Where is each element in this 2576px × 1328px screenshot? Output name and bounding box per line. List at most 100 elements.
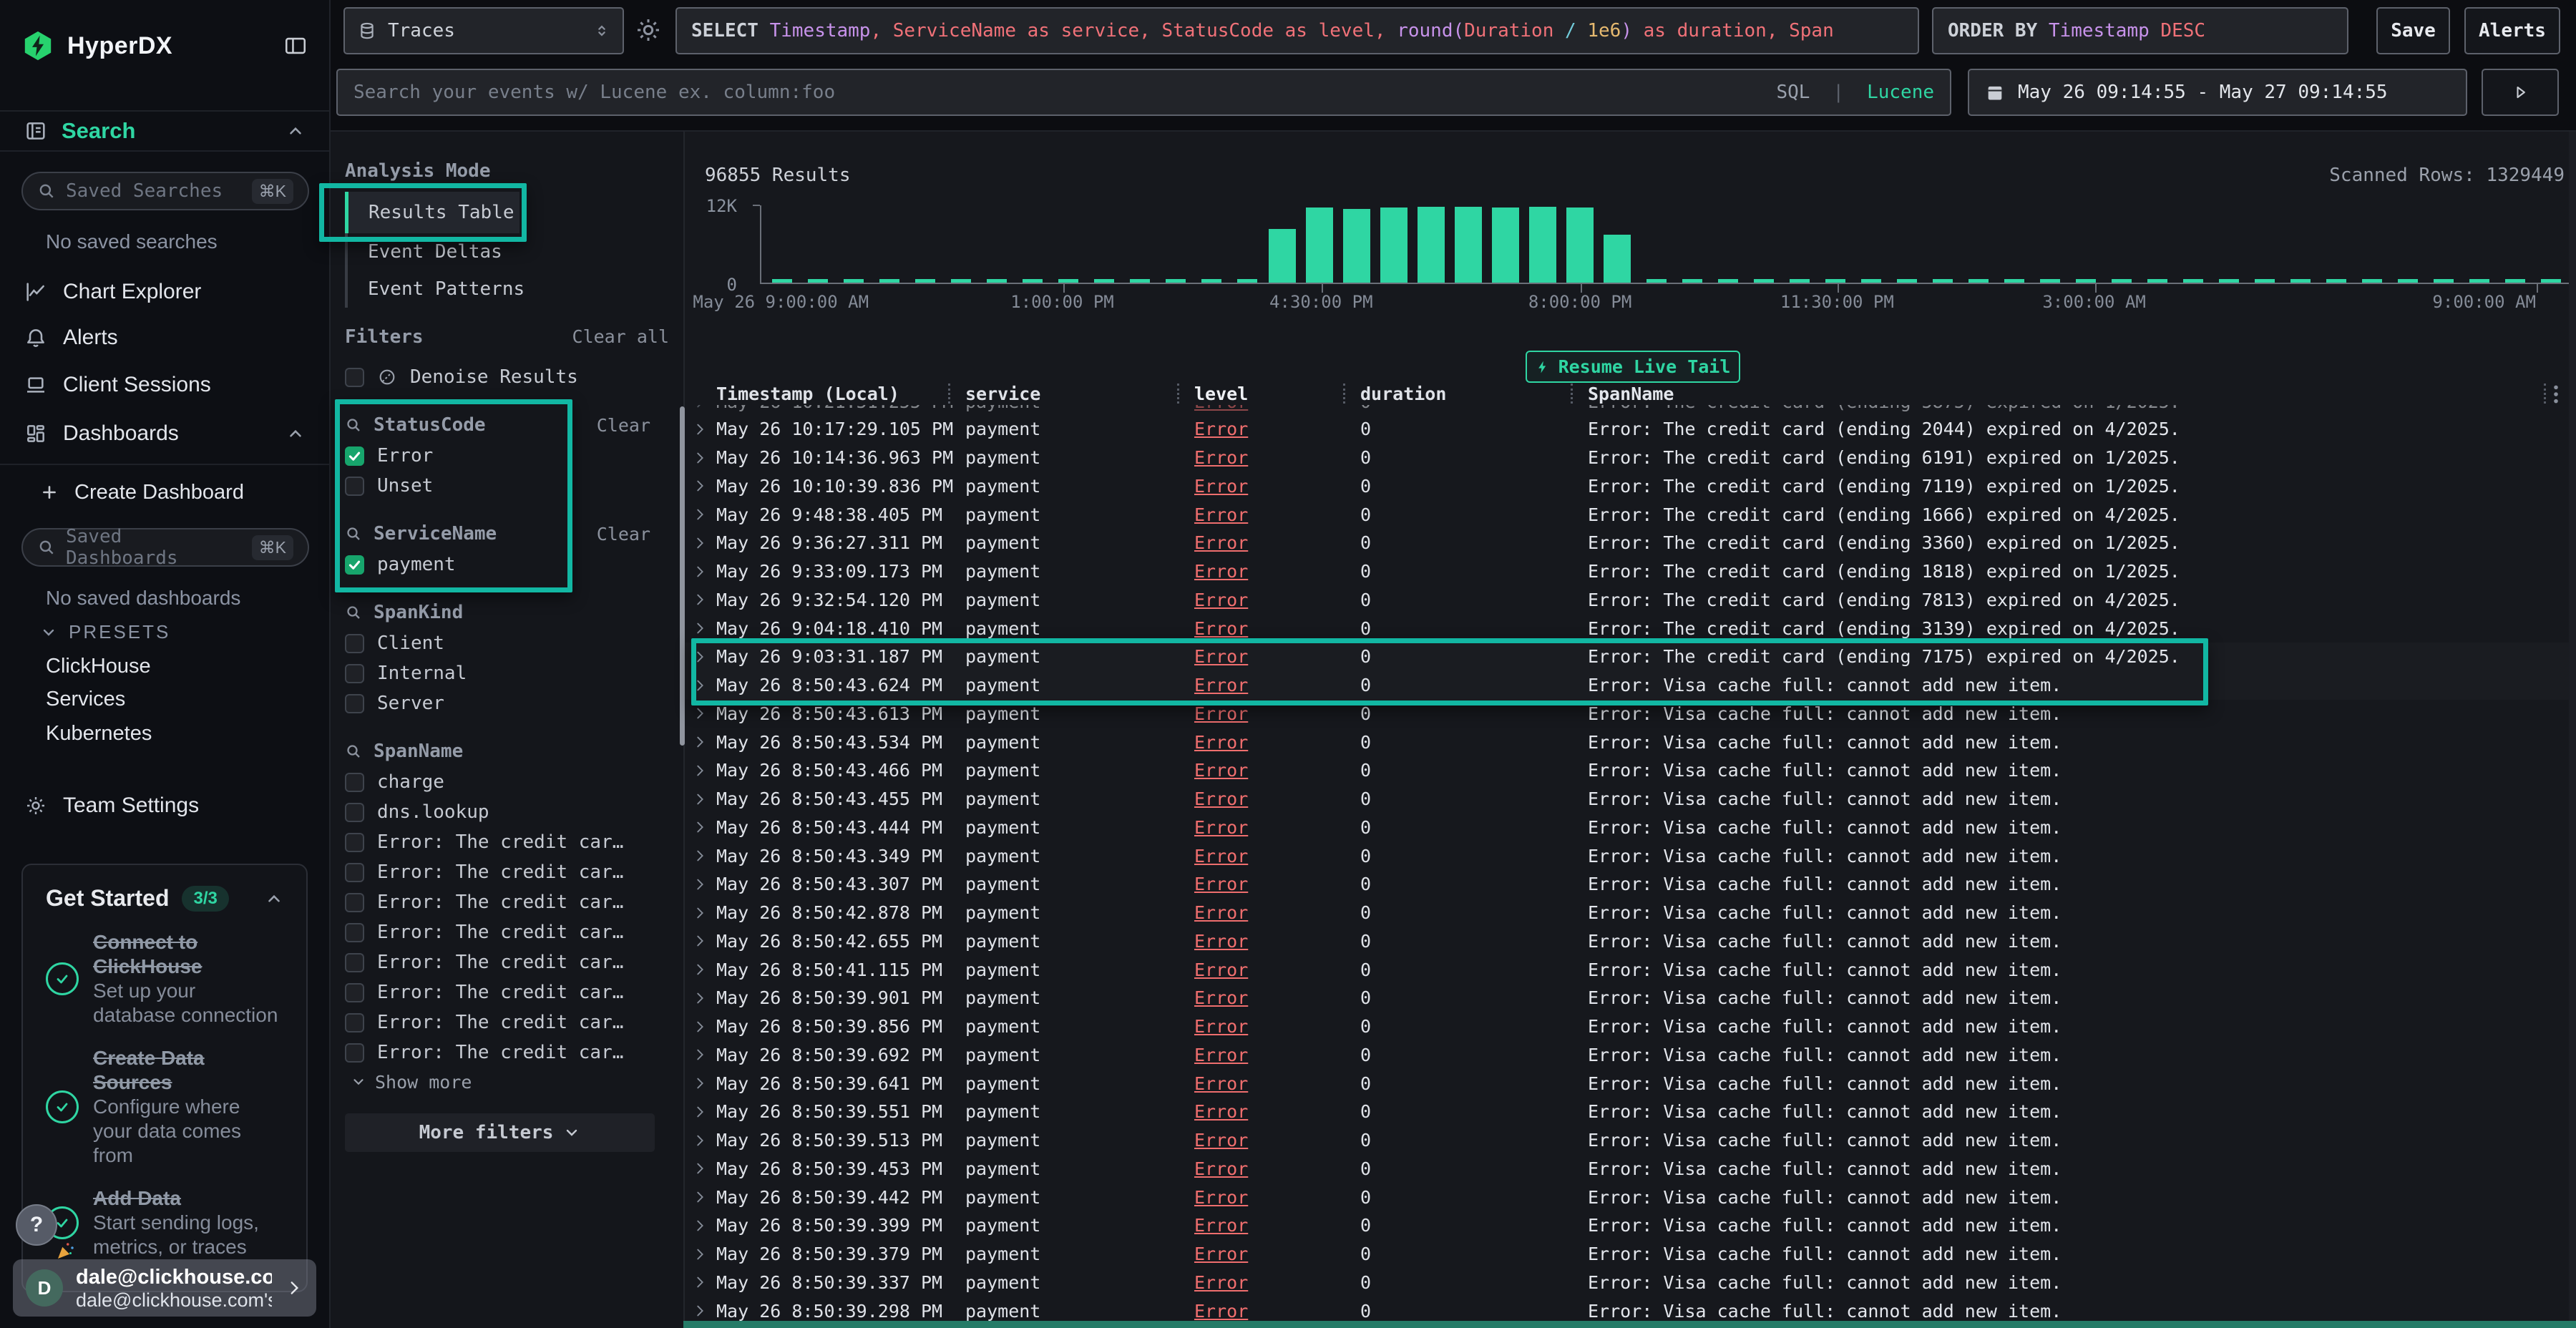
column-resize-handle[interactable] bbox=[2544, 384, 2546, 404]
histogram-bar[interactable] bbox=[1417, 207, 1445, 283]
histogram-bar[interactable] bbox=[1305, 208, 1333, 283]
filter-option[interactable]: Error: The credit card … bbox=[345, 887, 655, 917]
expand-row-chevron[interactable] bbox=[692, 848, 716, 864]
table-row[interactable]: May 26 10:17:29.105 PM payment Error 0 Error… bbox=[683, 415, 2576, 444]
expand-row-chevron[interactable] bbox=[692, 1189, 716, 1205]
expand-row-chevron[interactable] bbox=[692, 450, 716, 466]
sidebar-item-dashboards[interactable]: Dashboards bbox=[0, 418, 329, 449]
checkbox[interactable] bbox=[345, 832, 364, 852]
expand-row-chevron[interactable] bbox=[692, 1161, 716, 1176]
checkbox[interactable] bbox=[345, 693, 364, 713]
checkbox[interactable] bbox=[345, 952, 364, 972]
checkbox[interactable] bbox=[345, 663, 364, 683]
column-resize-handle[interactable] bbox=[1571, 384, 1573, 404]
language-toggle-lucene[interactable]: Lucene bbox=[1867, 82, 1934, 103]
expand-row-chevron-icon[interactable] bbox=[692, 620, 708, 636]
checkbox[interactable] bbox=[345, 862, 364, 882]
column-options-kebab-icon[interactable] bbox=[2552, 384, 2560, 409]
event-search-input[interactable]: Search your events w/ Lucene ex. column:… bbox=[336, 69, 1951, 116]
chevron-up-icon[interactable] bbox=[265, 889, 283, 908]
checkbox[interactable] bbox=[345, 802, 364, 822]
expand-row-chevron-icon[interactable] bbox=[692, 848, 708, 864]
filter-option[interactable]: Internal bbox=[345, 658, 655, 688]
preset-kubernetes[interactable]: Kubernetes bbox=[46, 721, 152, 745]
table-row[interactable]: May 26 10:10:39.836 PM payment Error 0 Error… bbox=[683, 472, 2576, 501]
scrollbar-track[interactable] bbox=[2569, 132, 2576, 1328]
expand-row-chevron-icon[interactable] bbox=[692, 678, 708, 693]
results-histogram[interactable] bbox=[760, 205, 2570, 293]
table-row[interactable]: May 26 9:36:27.311 PM payment Error 0 Error:… bbox=[683, 529, 2576, 557]
expand-row-chevron[interactable] bbox=[692, 791, 716, 807]
expand-row-chevron[interactable] bbox=[692, 678, 716, 693]
expand-row-chevron[interactable] bbox=[692, 478, 716, 494]
expand-row-chevron-icon[interactable] bbox=[692, 1189, 708, 1205]
filter-option[interactable]: Error: The credit card … bbox=[345, 917, 655, 947]
table-row[interactable]: May 26 8:50:39.692 PM payment Error 0 Error:… bbox=[683, 1041, 2576, 1070]
table-row[interactable]: May 26 8:50:42.655 PM payment Error 0 Error:… bbox=[683, 927, 2576, 956]
histogram-bar[interactable] bbox=[1380, 208, 1407, 283]
column-spanname[interactable]: SpanName bbox=[1588, 383, 1674, 404]
expand-row-chevron-icon[interactable] bbox=[692, 421, 708, 437]
expand-row-chevron[interactable] bbox=[692, 649, 716, 665]
expand-row-chevron-icon[interactable] bbox=[692, 478, 708, 494]
save-button[interactable]: Save bbox=[2376, 7, 2450, 54]
table-row[interactable]: May 26 9:48:38.405 PM payment Error 0 Error:… bbox=[683, 500, 2576, 529]
expand-row-chevron-icon[interactable] bbox=[692, 962, 708, 977]
expand-row-chevron-icon[interactable] bbox=[692, 706, 708, 721]
expand-row-chevron-icon[interactable] bbox=[692, 1161, 708, 1176]
checkbox[interactable] bbox=[345, 892, 364, 912]
sidebar-item-client-sessions[interactable]: Client Sessions bbox=[0, 369, 329, 401]
alerts-button[interactable]: Alerts bbox=[2464, 7, 2560, 54]
expand-row-chevron-icon[interactable] bbox=[692, 592, 708, 607]
expand-row-chevron-icon[interactable] bbox=[692, 649, 708, 665]
sidebar-item-alerts[interactable]: Alerts bbox=[0, 322, 329, 353]
mode-event-deltas[interactable]: Event Deltas bbox=[345, 233, 519, 270]
table-row[interactable]: May 26 8:50:39.551 PM payment Error 0 Error:… bbox=[683, 1098, 2576, 1126]
checkbox[interactable] bbox=[345, 1043, 364, 1063]
expand-row-chevron-icon[interactable] bbox=[692, 990, 708, 1006]
date-range-picker[interactable]: May 26 09:14:55 - May 27 09:14:55 bbox=[1968, 69, 2467, 116]
histogram-bar[interactable] bbox=[1342, 209, 1370, 283]
expand-row-chevron[interactable] bbox=[692, 507, 716, 522]
table-row[interactable]: May 26 8:50:39.856 PM payment Error 0 Error:… bbox=[683, 1012, 2576, 1041]
expand-row-chevron[interactable] bbox=[692, 1104, 716, 1120]
table-row[interactable]: May 26 8:50:39.298 PM payment Error 0 Error:… bbox=[683, 1297, 2576, 1325]
expand-row-chevron-icon[interactable] bbox=[692, 1274, 708, 1290]
filter-option[interactable]: Error: The credit card … bbox=[345, 977, 655, 1007]
chevron-up-icon[interactable] bbox=[286, 122, 305, 140]
checkbox[interactable] bbox=[345, 446, 364, 466]
expand-row-chevron[interactable] bbox=[692, 1218, 716, 1234]
clear-filter-link[interactable]: Clear bbox=[596, 523, 650, 545]
horizontal-scrollbar[interactable] bbox=[683, 1321, 2576, 1328]
sql-select-input[interactable]: SELECT Timestamp, ServiceName as service… bbox=[675, 7, 1919, 54]
sidebar-item-chart-explorer[interactable]: Chart Explorer bbox=[0, 276, 329, 308]
expand-row-chevron-icon[interactable] bbox=[692, 877, 708, 892]
chevron-up-icon[interactable] bbox=[286, 424, 305, 443]
expand-row-chevron[interactable] bbox=[692, 1019, 716, 1035]
expand-row-chevron-icon[interactable] bbox=[692, 819, 708, 835]
clear-all-filters-link[interactable]: Clear all bbox=[572, 326, 669, 347]
table-row[interactable]: May 26 8:50:41.115 PM payment Error 0 Error:… bbox=[683, 955, 2576, 984]
table-row[interactable]: May 26 8:50:43.534 PM payment Error 0 Error:… bbox=[683, 728, 2576, 756]
expand-row-chevron[interactable] bbox=[692, 421, 716, 437]
table-row[interactable]: May 26 8:50:43.307 PM payment Error 0 Error:… bbox=[683, 870, 2576, 899]
expand-row-chevron[interactable] bbox=[692, 1274, 716, 1290]
table-row[interactable]: May 26 8:50:39.337 PM payment Error 0 Error:… bbox=[683, 1269, 2576, 1297]
expand-row-chevron-icon[interactable] bbox=[692, 933, 708, 949]
expand-row-chevron-icon[interactable] bbox=[692, 1303, 708, 1319]
filter-option[interactable]: charge bbox=[345, 767, 655, 797]
column-resize-handle[interactable] bbox=[948, 384, 950, 404]
expand-row-chevron[interactable] bbox=[692, 905, 716, 921]
filter-option[interactable]: Error: The credit card … bbox=[345, 947, 655, 977]
table-row[interactable]: May 26 9:33:09.173 PM payment Error 0 Error:… bbox=[683, 557, 2576, 586]
user-menu[interactable]: D dale@clickhouse.com dale@clickhouse.co… bbox=[13, 1259, 316, 1317]
histogram-bar[interactable] bbox=[1528, 207, 1556, 283]
clear-filter-link[interactable]: Clear bbox=[596, 414, 650, 436]
expand-row-chevron[interactable] bbox=[692, 877, 716, 892]
expand-row-chevron-icon[interactable] bbox=[692, 535, 708, 551]
table-row[interactable]: May 26 8:50:39.513 PM payment Error 0 Error:… bbox=[683, 1126, 2576, 1155]
expand-row-chevron-icon[interactable] bbox=[692, 1047, 708, 1063]
order-by-input[interactable]: ORDER BY Timestamp DESC bbox=[1932, 7, 2348, 54]
histogram-bar[interactable] bbox=[1603, 235, 1631, 283]
expand-row-chevron-icon[interactable] bbox=[692, 763, 708, 778]
